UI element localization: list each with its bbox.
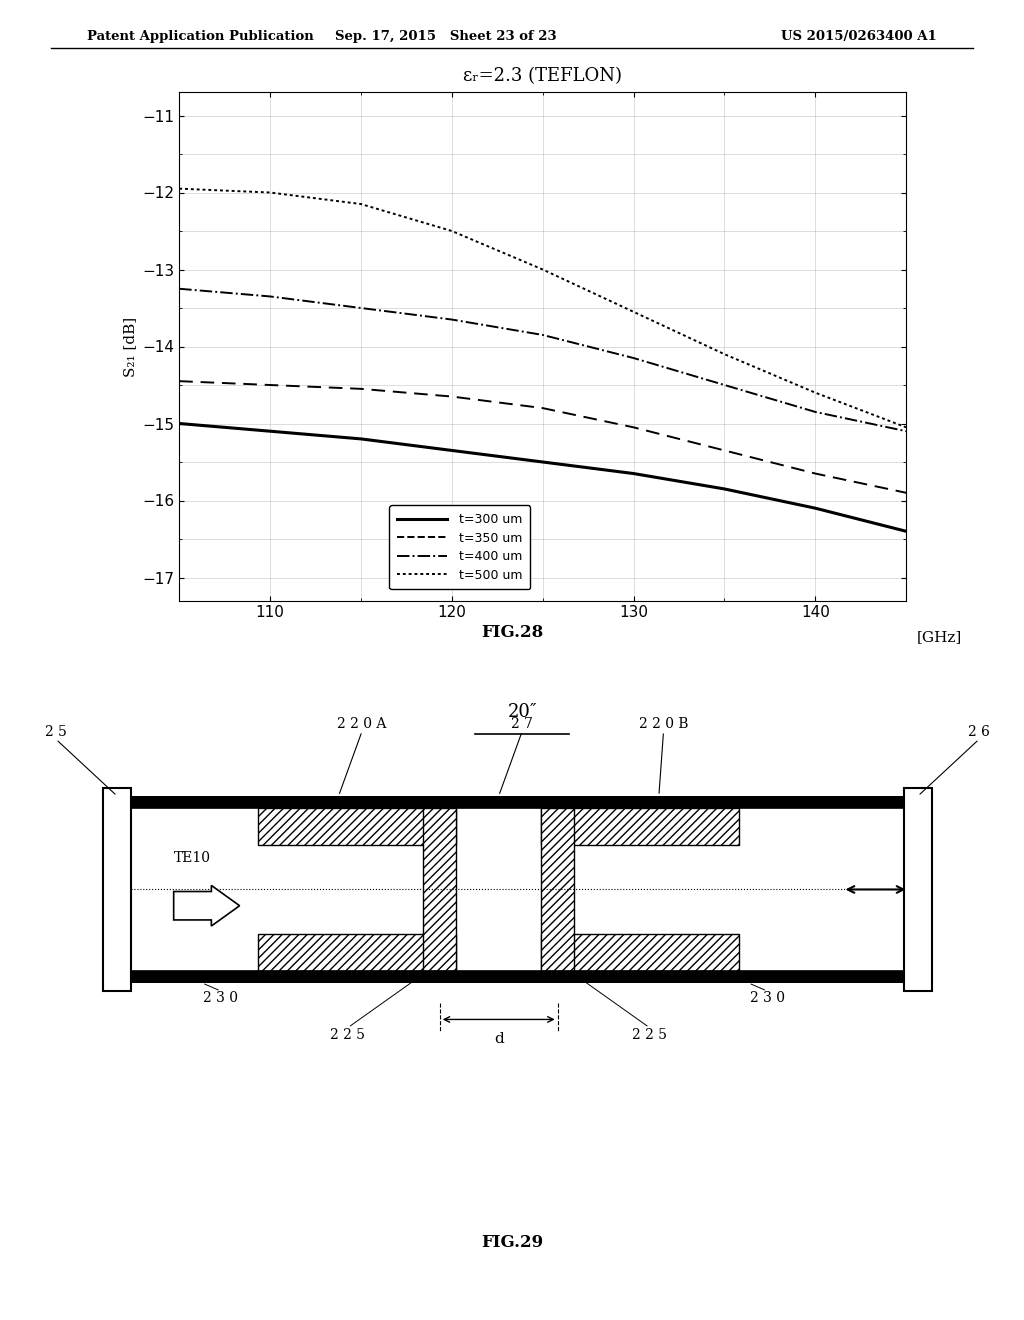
- Bar: [131, 970, 904, 983]
- Text: 2 2 5: 2 2 5: [632, 1027, 667, 1041]
- Text: 2 7: 2 7: [511, 717, 534, 731]
- Text: US 2015/0263400 A1: US 2015/0263400 A1: [781, 30, 937, 44]
- Bar: [541, 808, 574, 970]
- Text: TE10: TE10: [174, 851, 211, 865]
- Text: [GHz]: [GHz]: [916, 630, 962, 644]
- Text: Patent Application Publication: Patent Application Publication: [87, 30, 313, 44]
- Title: εᵣ=2.3 (TEFLON): εᵣ=2.3 (TEFLON): [463, 67, 623, 86]
- Bar: [541, 808, 739, 845]
- Text: FIG.29: FIG.29: [481, 1234, 543, 1251]
- Text: 2 5: 2 5: [45, 725, 67, 739]
- Text: FIG.28: FIG.28: [481, 624, 543, 642]
- Legend: t=300 um, t=350 um, t=400 um, t=500 um: t=300 um, t=350 um, t=400 um, t=500 um: [389, 506, 530, 589]
- Bar: [103, 788, 131, 991]
- Text: 2 6: 2 6: [969, 725, 990, 739]
- Bar: [131, 796, 904, 808]
- Y-axis label: S₂₁ [dB]: S₂₁ [dB]: [123, 317, 136, 376]
- Text: Sep. 17, 2015   Sheet 23 of 23: Sep. 17, 2015 Sheet 23 of 23: [335, 30, 556, 44]
- Bar: [904, 788, 932, 991]
- Text: 2 2 5: 2 2 5: [331, 1027, 366, 1041]
- Text: 2 2 0 B: 2 2 0 B: [639, 717, 688, 731]
- Bar: [258, 935, 457, 970]
- FancyArrow shape: [174, 886, 240, 927]
- Bar: [541, 935, 739, 970]
- Bar: [258, 808, 457, 845]
- Text: 2 3 0: 2 3 0: [204, 991, 239, 1005]
- Text: 20″: 20″: [508, 702, 537, 721]
- Bar: [423, 808, 457, 970]
- Text: 2 3 0: 2 3 0: [750, 991, 784, 1005]
- Text: d: d: [494, 1032, 504, 1045]
- Text: 2 2 0 A: 2 2 0 A: [337, 717, 387, 731]
